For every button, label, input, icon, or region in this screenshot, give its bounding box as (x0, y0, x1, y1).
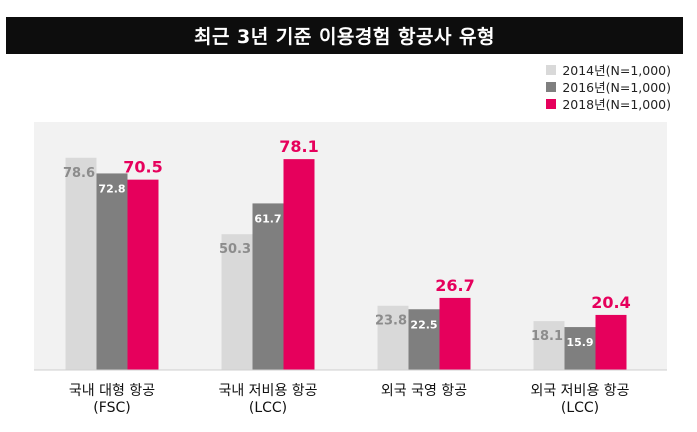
bar-2014-cat-1 (221, 234, 253, 370)
bar-2018-cat-0 (127, 179, 159, 370)
value-label-2014-cat-1: 50.3 (219, 242, 251, 257)
bar-2016-cat-0 (96, 173, 128, 370)
legend-label-2014: 2014년(N=1,000) (562, 63, 671, 78)
bar-2018-cat-3 (595, 314, 627, 370)
legend-swatch-2018 (546, 98, 557, 109)
value-label-2016-cat-0: 72.8 (98, 182, 125, 195)
value-label-2018-cat-3: 20.4 (591, 293, 630, 312)
value-label-2016-cat-3: 15.9 (566, 336, 593, 349)
value-label-2014-cat-3: 18.1 (531, 329, 563, 344)
legend: 2014년(N=1,000) 2016년(N=1,000) 2018년(N=1,… (546, 61, 671, 112)
category-label-1-line1: 국내 저비용 항공 (218, 383, 318, 399)
bar-2014-cat-3 (533, 321, 565, 370)
category-label-1: 국내 저비용 항공 (LCC) (193, 383, 343, 417)
legend-item-2016: 2016년(N=1,000) (546, 78, 671, 95)
category-label-3-line1: 외국 저비용 항공 (530, 383, 630, 399)
category-label-1-line2: (LCC) (248, 400, 288, 416)
bar-2016-cat-2 (408, 309, 440, 370)
legend-item-2018: 2018년(N=1,000) (546, 95, 671, 112)
chart-title: 최근 3년 기준 이용경험 항공사 유형 (6, 17, 683, 54)
category-label-0-line1: 국내 대형 항공 (68, 383, 156, 399)
value-label-2014-cat-0: 78.6 (63, 166, 95, 181)
bar-2014-cat-2 (377, 305, 409, 370)
value-label-2014-cat-2: 23.8 (375, 314, 407, 329)
bar-2016-cat-1 (252, 203, 284, 370)
category-label-3: 외국 저비용 항공 (LCC) (505, 383, 655, 417)
value-label-2016-cat-1: 61.7 (254, 212, 281, 225)
bar-2014-cat-0 (65, 157, 97, 370)
legend-label-2018: 2018년(N=1,000) (562, 97, 671, 112)
legend-swatch-2014 (546, 64, 557, 75)
bar-2016-cat-3 (564, 327, 596, 370)
legend-swatch-2016 (546, 81, 557, 92)
category-label-0-line2: (FSC) (93, 400, 131, 416)
value-label-2018-cat-0: 70.5 (123, 158, 162, 177)
bar-2018-cat-1 (283, 159, 315, 370)
value-label-2016-cat-2: 22.5 (410, 318, 437, 331)
legend-label-2016: 2016년(N=1,000) (562, 80, 671, 95)
legend-item-2014: 2014년(N=1,000) (546, 61, 671, 78)
category-label-2: 외국 국영 항공 (349, 383, 499, 400)
value-label-2018-cat-1: 78.1 (279, 137, 318, 156)
value-label-2018-cat-2: 26.7 (435, 276, 474, 295)
category-label-3-line2: (LCC) (560, 400, 600, 416)
category-label-2-line1: 외국 국영 항공 (380, 383, 468, 399)
bar-2018-cat-2 (439, 297, 471, 370)
category-label-0: 국내 대형 항공 (FSC) (37, 383, 187, 417)
